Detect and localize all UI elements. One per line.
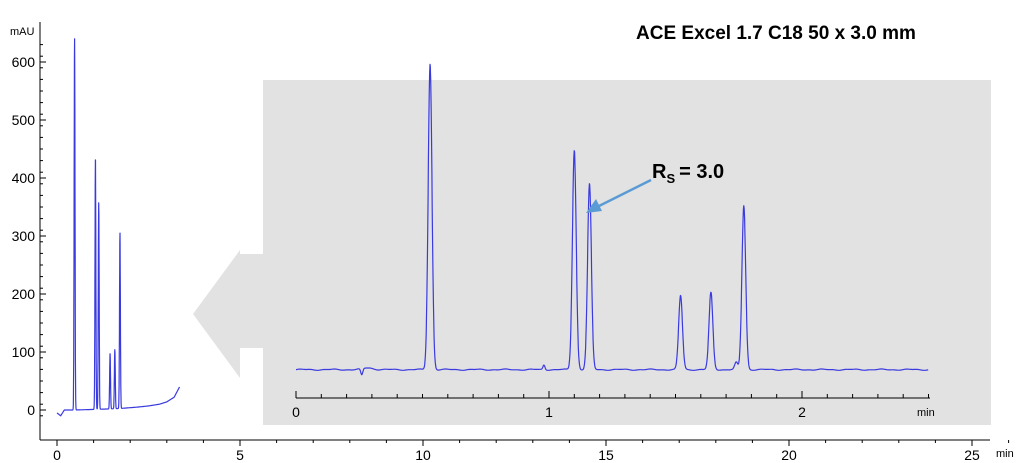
inset-chromatogram-trace <box>295 63 929 376</box>
annotation-arrow-head-icon <box>586 199 602 213</box>
y-tick-label: 300 <box>12 228 36 244</box>
main-y-ticks: 0 100 200 300 400 500 600 <box>12 44 46 418</box>
y-tick-label: 100 <box>12 344 36 360</box>
x-tick-label: 5 <box>236 447 244 463</box>
x-tick-label: 20 <box>781 447 797 463</box>
y-tick-label: 400 <box>12 170 36 186</box>
y-tick-label: 500 <box>12 112 36 128</box>
resolution-annotation: RS = 3.0 <box>586 161 724 213</box>
inset-x-unit-label: min <box>917 407 935 419</box>
main-x-ticks: 0 5 10 15 20 25 <box>53 440 1010 463</box>
annotation-arrow-line <box>596 178 652 209</box>
zoom-arrow-icon <box>193 250 263 378</box>
resolution-label: RS = 3.0 <box>652 161 724 186</box>
inset-x-ticks: 0 1 2 <box>292 391 929 420</box>
x-tick-label: 10 <box>415 447 431 463</box>
inset-x-tick-label: 0 <box>292 404 300 420</box>
inset-x-tick-label: 2 <box>798 404 806 420</box>
x-tick-label: 15 <box>598 447 614 463</box>
x-tick-label: 0 <box>53 447 61 463</box>
x-tick-label: 25 <box>964 447 980 463</box>
inset-x-tick-label: 1 <box>545 404 553 420</box>
main-x-unit-label: min <box>996 448 1014 460</box>
y-tick-label: 200 <box>12 286 36 302</box>
chart-title: ACE Excel 1.7 C18 50 x 3.0 mm <box>636 23 916 44</box>
y-tick-label: 0 <box>27 402 35 418</box>
main-chromatogram-trace <box>56 38 181 417</box>
inset-panel: 0 1 2 min <box>263 63 991 425</box>
inset-background <box>263 80 991 425</box>
main-y-unit-label: mAU <box>10 26 35 38</box>
y-tick-label: 600 <box>12 54 36 70</box>
